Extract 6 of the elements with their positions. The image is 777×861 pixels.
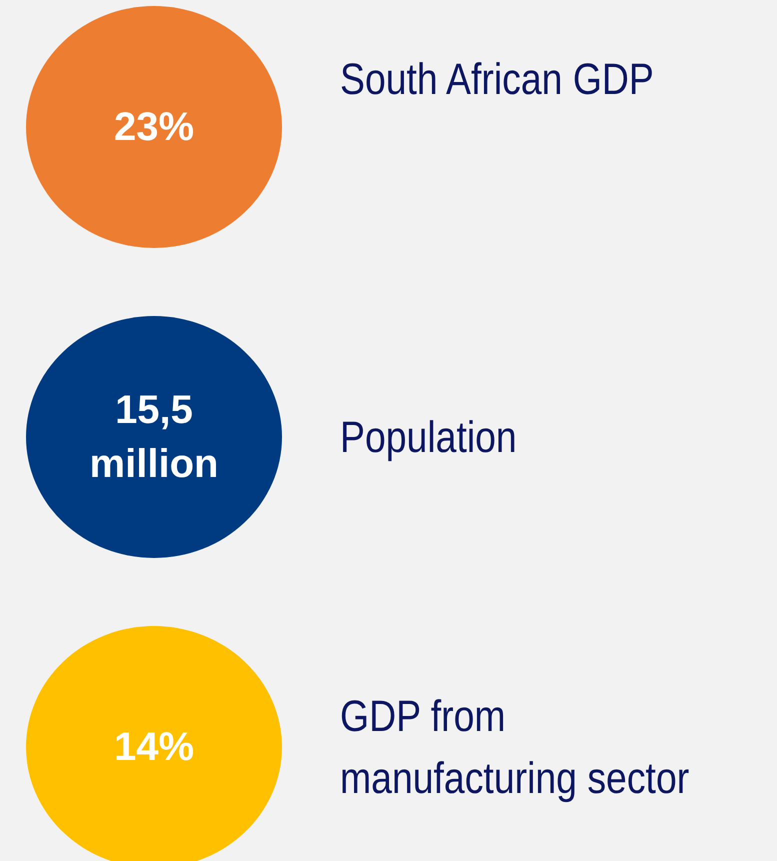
data-label: 14%	[114, 725, 194, 769]
data-label: 15,5 million	[90, 388, 218, 486]
category-label: GDP from manufacturing sector	[340, 691, 690, 803]
category-label: South African GDP	[340, 54, 654, 104]
category-label: Population	[340, 412, 517, 462]
data-label: 23%	[114, 105, 194, 149]
